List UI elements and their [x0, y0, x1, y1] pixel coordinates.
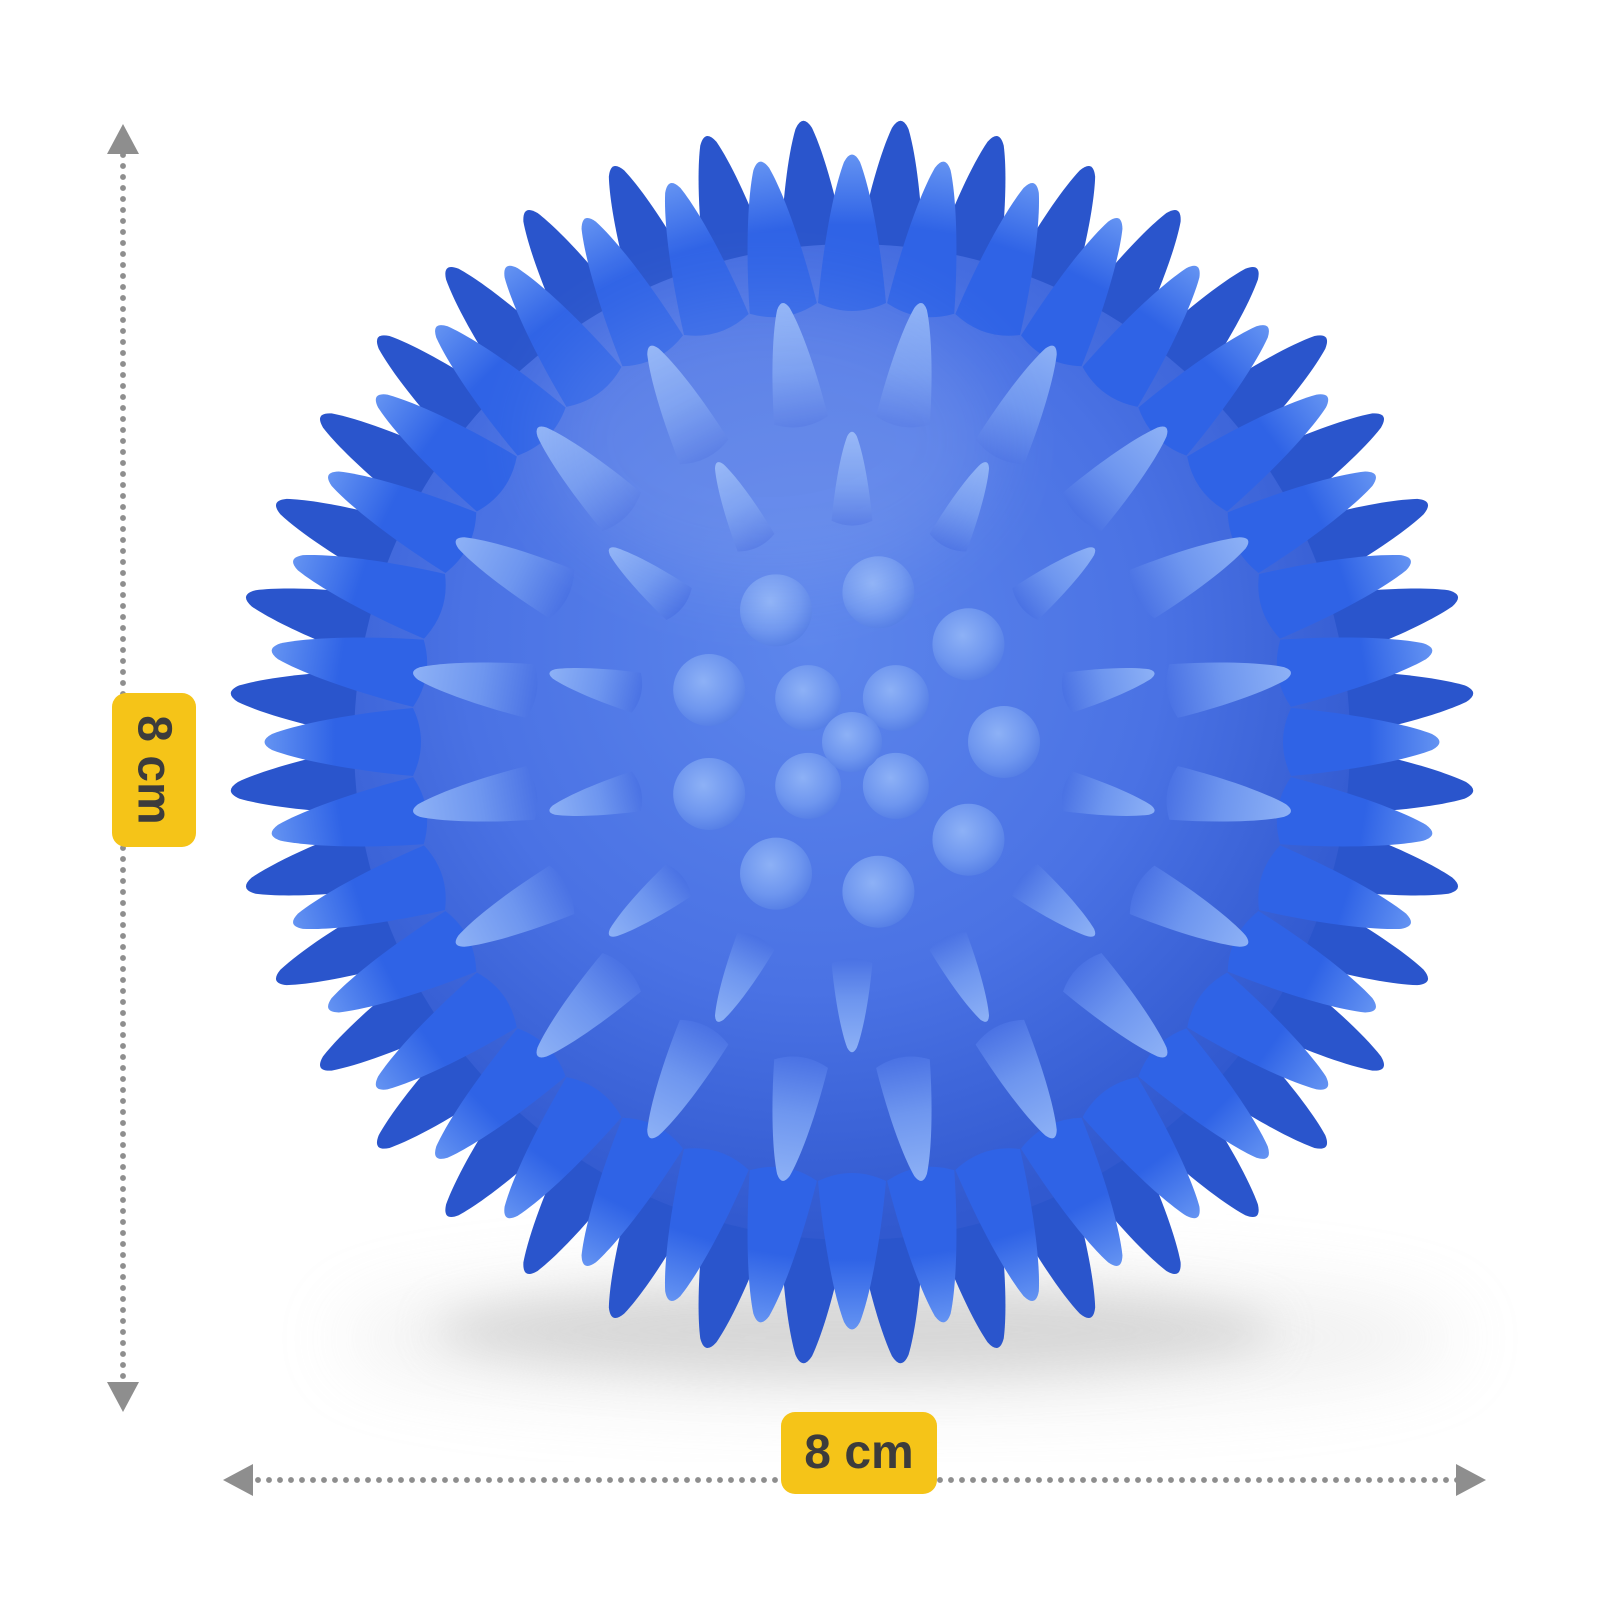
- width-dimension-badge: 8 cm: [781, 1412, 937, 1494]
- arrow-left-icon: [223, 1464, 253, 1496]
- height-dimension-label: 8 cm: [128, 715, 181, 825]
- height-dimension-badge: 8 cm: [112, 693, 196, 847]
- arrow-right-icon: [1456, 1464, 1486, 1496]
- width-dimension-label: 8 cm: [804, 1426, 914, 1479]
- arrow-down-icon: [107, 1382, 139, 1412]
- arrow-up-icon: [107, 124, 139, 154]
